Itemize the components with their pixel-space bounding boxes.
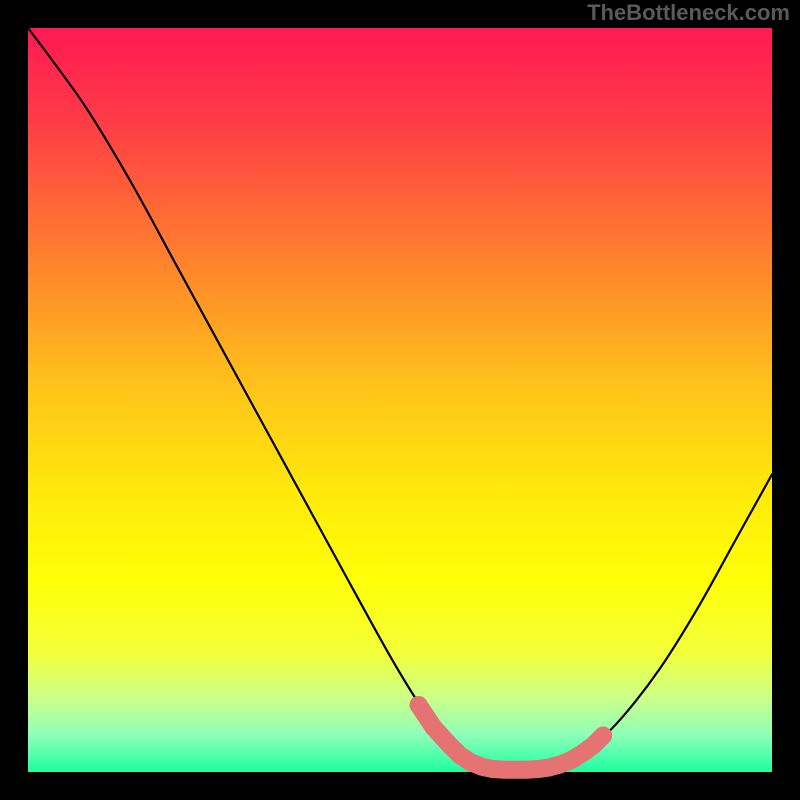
plot-area [28, 28, 772, 772]
overlay-marker-dot [410, 696, 428, 714]
chart-container [0, 0, 800, 800]
overlay-marker-dot [594, 727, 612, 745]
overlay-marker-dot [424, 718, 442, 736]
overlay-marker-band [419, 705, 604, 770]
chart-svg [28, 28, 772, 772]
bottleneck-curve [28, 28, 772, 770]
watermark-text: TheBottleneck.com [587, 0, 790, 26]
